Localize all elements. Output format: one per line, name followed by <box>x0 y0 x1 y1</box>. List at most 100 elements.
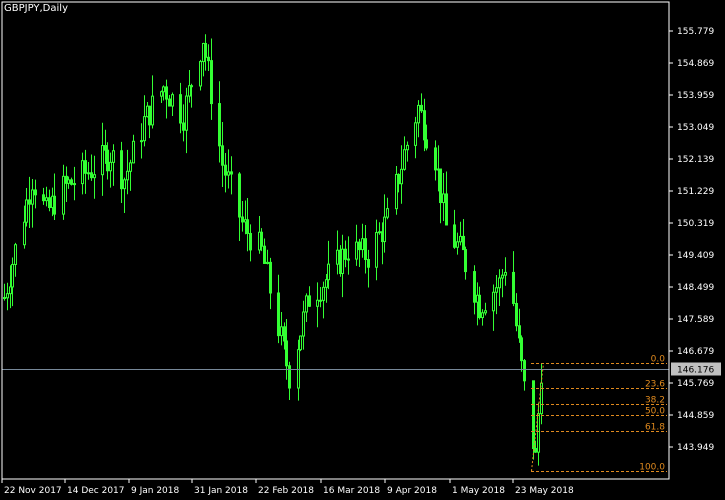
candle-body <box>132 140 135 164</box>
candle-body <box>162 86 165 93</box>
candle-body <box>93 174 96 179</box>
candle-body <box>386 208 389 218</box>
time-label: 1 May 2018 <box>452 486 505 496</box>
candle-body <box>442 193 445 204</box>
candle-body <box>90 172 93 179</box>
candle-body <box>364 238 367 261</box>
candle-body <box>204 42 207 58</box>
candle-body <box>515 302 518 327</box>
candle-body <box>101 145 104 176</box>
candle-body <box>207 56 210 62</box>
candle-body <box>23 221 26 246</box>
candle-body <box>123 179 126 190</box>
candle-body <box>112 150 115 163</box>
candle-body <box>151 95 154 126</box>
candle-body <box>344 248 347 260</box>
candle-body <box>501 274 504 279</box>
candle-body <box>308 295 311 307</box>
candle-body <box>165 86 168 100</box>
candle-body <box>434 147 437 171</box>
candle-body <box>319 299 322 302</box>
candle-body <box>28 199 31 205</box>
time-label: 23 May 2018 <box>515 486 574 496</box>
candle-body <box>322 286 325 301</box>
chart-title: GBPJPY,Daily <box>4 3 68 14</box>
candle-body <box>263 245 266 264</box>
candle-body <box>305 295 308 313</box>
candle-body <box>417 104 420 124</box>
candle-body <box>126 170 129 181</box>
price-label: 147.589 <box>677 315 714 325</box>
candle-body <box>84 160 87 174</box>
fib-level-label: 0.0 <box>651 355 666 365</box>
candle-body <box>45 197 48 202</box>
candle-body <box>532 380 535 450</box>
candle-body <box>120 150 123 190</box>
time-label: 31 Jan 2018 <box>194 486 248 496</box>
candle-body <box>87 172 90 175</box>
price-axis: 155.779 154.869 153.959 153.049 152.139 151.2… <box>669 27 714 453</box>
candle-body <box>518 325 521 339</box>
price-label: 146.679 <box>677 347 714 357</box>
candle-body <box>241 216 244 223</box>
fib-level-label: 23.6 <box>645 380 665 390</box>
fibonacci-retracement[interactable]: 0.0 23.6 38.250.0 61.8 100.0 <box>531 355 667 473</box>
candle-body <box>31 189 34 205</box>
candle-body <box>302 311 305 337</box>
candle-body <box>478 294 481 319</box>
candle-body <box>199 61 202 87</box>
candle-body <box>67 179 70 184</box>
price-badge-label: 146.176 <box>677 366 714 376</box>
price-label: 143.949 <box>677 443 714 453</box>
chart-frame <box>1 1 670 480</box>
candle-body <box>414 122 417 146</box>
candle-body <box>185 95 188 131</box>
candle-body <box>403 149 406 170</box>
candle-body <box>481 312 484 319</box>
time-label: 16 Mar 2018 <box>323 486 380 496</box>
candle-body <box>14 244 17 265</box>
candle-body <box>34 189 37 196</box>
price-label: 150.319 <box>677 219 714 229</box>
price-badge-bg <box>671 362 721 376</box>
price-label: 155.779 <box>677 27 714 37</box>
candle-body <box>277 292 280 337</box>
candle-body <box>537 413 540 453</box>
candle-body <box>358 241 361 251</box>
fib-level-label: 61.8 <box>645 423 665 433</box>
candle-body <box>280 326 283 337</box>
candlestick-series <box>3 34 543 466</box>
price-label: 153.049 <box>677 123 714 133</box>
candle-body <box>73 183 76 186</box>
candle-body <box>520 337 523 362</box>
candle-body <box>540 382 543 415</box>
plot-border <box>1 1 670 480</box>
candle-body <box>269 261 272 294</box>
time-label: 22 Nov 2017 <box>4 486 62 496</box>
candle-body <box>383 216 386 243</box>
candle-body <box>395 173 398 210</box>
candle-body <box>420 104 423 112</box>
candle-body <box>160 91 163 97</box>
price-label: 144.859 <box>677 411 714 421</box>
candle-body <box>492 291 495 312</box>
time-label: 14 Dec 2017 <box>67 486 125 496</box>
candle-body <box>425 139 428 149</box>
candle-body <box>464 249 467 273</box>
price-label: 152.139 <box>677 155 714 165</box>
candle-body <box>129 162 132 172</box>
candle-body <box>473 271 476 303</box>
candle-body <box>512 271 515 304</box>
candle-body <box>297 349 300 389</box>
candle-body <box>375 232 378 268</box>
candle-body <box>109 161 112 172</box>
candle-body <box>190 85 193 88</box>
candle-body <box>224 164 227 176</box>
candle-body <box>9 286 12 295</box>
candle-body <box>534 448 537 453</box>
candle-body <box>445 193 448 226</box>
candle-body <box>48 197 51 209</box>
candle-body <box>439 168 442 204</box>
candle-body <box>182 122 185 131</box>
